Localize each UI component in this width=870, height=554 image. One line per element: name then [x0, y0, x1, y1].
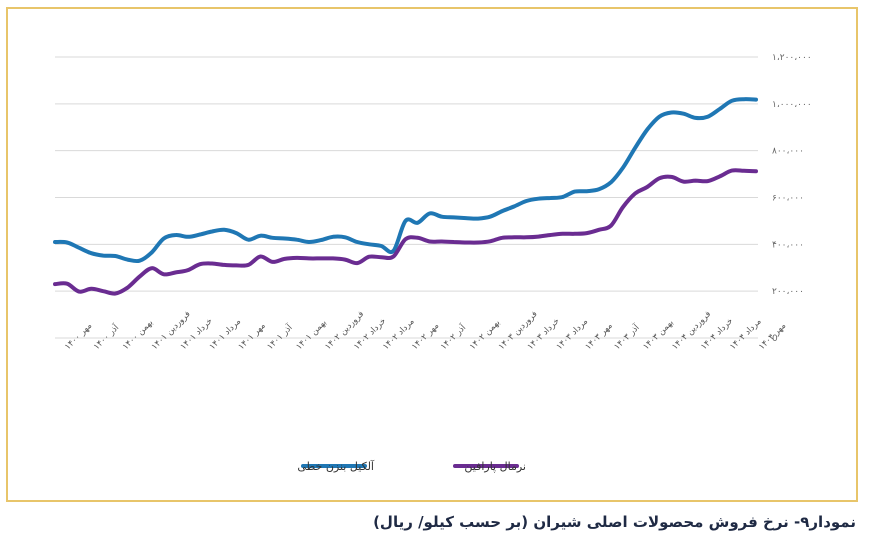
x-tick-label: آذر ۱۴۰۰ [91, 321, 122, 352]
x-tick-label: آذر ۱۴۰۲ [438, 321, 469, 352]
series-line-2 [53, 168, 758, 296]
x-tick-label: بهمن ۱۴۰۱ [294, 318, 328, 352]
x-tick-label: بهمن ۱۴۰۳ [641, 318, 675, 352]
series-line-1 [53, 97, 758, 264]
y-tick-label: ۱،۰۰۰،۰۰۰ [772, 100, 812, 110]
y-tick-label: ۴۰۰،۰۰۰ [772, 240, 804, 250]
x-tick-label: آذر ۱۴۰۳ [611, 321, 642, 352]
x-tick-label: بهمن ۱۴۰۰ [121, 318, 155, 352]
x-tick-label: مهر ۱۴۰۰ [63, 321, 94, 352]
legend-label-1: آلکیل بنزن خطی [297, 459, 375, 473]
x-tick-label: بهمن ۱۴۰۲ [468, 318, 502, 352]
y-axis-tick-labels: 0 ۲۰۰،۰۰۰ ۴۰۰،۰۰۰ ۶۰۰،۰۰۰ ۸۰۰،۰۰۰ ۱،۰۰۰،۰۰۰ ۱،… [772, 53, 812, 344]
legend: آلکیل بنزن خطی نرمال پارافین [297, 459, 526, 473]
y-tick-label: ۱،۲۰۰،۰۰۰ [772, 53, 812, 63]
y-tick-label: ۸۰۰،۰۰۰ [772, 147, 804, 157]
y-tick-label: 0 [772, 334, 778, 344]
legend-label-2: نرمال پارافین [464, 460, 526, 473]
grid-lines [55, 56, 758, 339]
series-lines [53, 97, 758, 296]
y-tick-label: ۶۰۰،۰۰۰ [772, 194, 804, 204]
y-tick-label: ۲۰۰،۰۰۰ [772, 287, 804, 297]
figure-caption: نمودار۹- نرخ فروش محصولات اصلی شیران (بر… [373, 513, 856, 531]
x-tick-label: آذر ۱۴۰۱ [264, 321, 295, 352]
